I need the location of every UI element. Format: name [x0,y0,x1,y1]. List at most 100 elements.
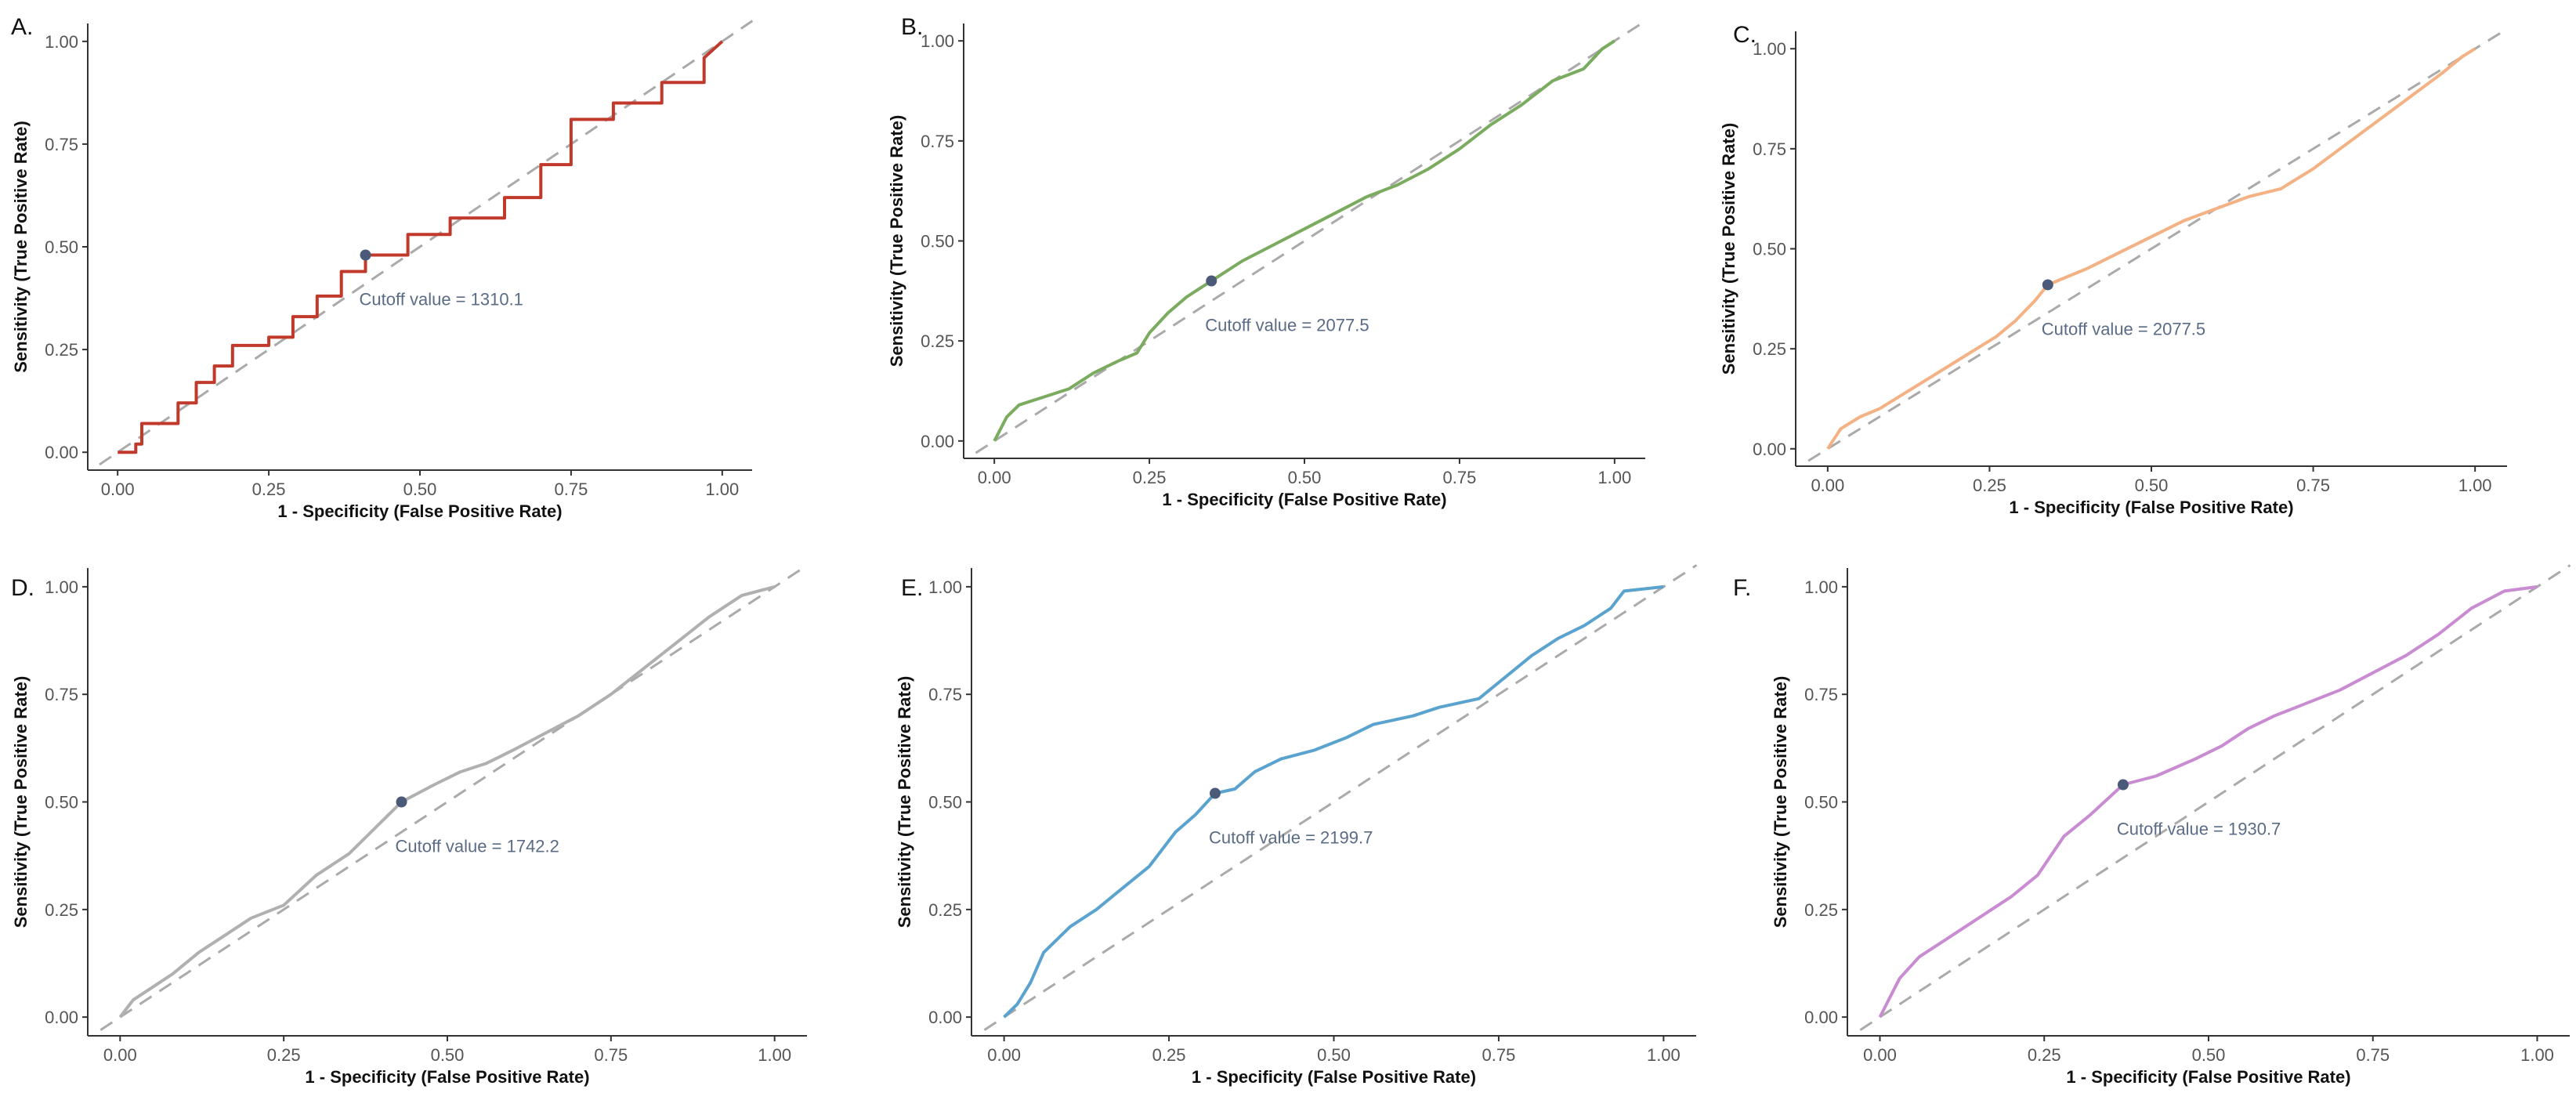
x-tick-label: 0.25 [1133,468,1167,487]
x-tick-label: 0.50 [1288,468,1322,487]
y-tick-label: 0.00 [1804,1008,1838,1027]
y-tick-label: 1.00 [45,32,78,52]
cutoff-label: Cutoff value = 1742.2 [396,837,559,856]
roc-panel-5: E. 0.00 0.25 0.50 0.75 1.00 0.00 0.25 0.50 0.75 1.… [895,564,1698,1087]
x-tick-label: 0.75 [594,1045,628,1065]
x-axis-title: 1 - Specificity (False Positive Rate) [2009,498,2293,517]
y-tick-label: 0.75 [45,135,78,154]
roc-panel-1: A. 0.00 0.25 0.50 0.75 1.00 0.00 0.25 0.50 0.75 1.… [11,14,754,521]
y-tick-label: 0.50 [921,232,954,252]
y-tick-label: 0.75 [45,685,78,704]
x-tick-label: 0.75 [555,480,588,499]
x-tick-label: 0.25 [1152,1045,1186,1065]
cutoff-point [2042,279,2053,291]
x-tick-label: 0.50 [431,1045,465,1065]
roc-panel-4: D. 0.00 0.25 0.50 0.75 1.00 0.00 0.25 0.50 0.75 1.… [11,564,809,1087]
panel-label: B. [901,14,923,40]
y-tick-label: 0.75 [1804,685,1838,704]
y-tick-label: 0.50 [928,793,962,813]
x-tick-label: 0.00 [987,1045,1021,1065]
y-tick-label: 1.00 [1753,39,1786,59]
diagonal-reference-line [1859,564,2571,1031]
y-tick-label: 0.75 [921,132,954,151]
x-axis-title: 1 - Specificity (False Positive Rate) [2066,1067,2350,1087]
y-tick-label: 0.25 [45,900,78,920]
x-tick-label: 0.00 [103,1045,137,1065]
x-tick-label: 1.00 [1647,1045,1681,1065]
cutoff-point [360,249,371,261]
x-tick-label: 0.25 [267,1045,301,1065]
y-axis-title: Sensitivity (True Positive Rate) [1771,676,1790,928]
y-tick-label: 0.25 [928,900,962,920]
x-tick-label: 0.75 [1443,468,1477,487]
cutoff-label: Cutoff value = 1930.7 [2117,820,2281,839]
roc-curve [118,40,724,454]
x-tick-label: 0.00 [978,468,1011,487]
roc-panel-2: B. 0.00 0.25 0.50 0.75 1.00 0.00 0.25 0.50 0.75 1.… [887,14,1647,509]
diagonal-reference-line [983,564,1698,1031]
y-tick-label: 0.50 [1804,793,1838,813]
x-tick-label: 0.50 [2135,476,2169,495]
y-tick-label: 1.00 [921,31,954,51]
y-axis-title: Sensitivity (True Positive Rate) [11,676,31,928]
cutoff-point [1206,275,1217,287]
roc-curve [993,39,1615,442]
y-tick-label: 0.00 [921,432,954,451]
diagonal-reference-line [1807,27,2509,462]
x-tick-label: 0.25 [252,480,286,499]
y-axis-title: Sensitivity (True Positive Rate) [11,121,31,373]
x-tick-label: 0.50 [2192,1045,2226,1065]
diagonal-reference-line [99,564,809,1031]
x-axis-title: 1 - Specificity (False Positive Rate) [305,1067,589,1087]
diagonal-reference-line [975,20,1647,454]
y-axis-title: Sensitivity (True Positive Rate) [895,676,914,928]
x-axis-title: 1 - Specificity (False Positive Rate) [1162,490,1446,509]
y-tick-label: 0.50 [1753,240,1786,259]
y-tick-label: 0.25 [1753,339,1786,359]
y-axis-title: Sensitivity (True Positive Rate) [887,115,906,367]
x-axis-title: 1 - Specificity (False Positive Rate) [1192,1067,1476,1087]
x-tick-label: 0.00 [1811,476,1844,495]
panel-label: C. [1733,22,1757,48]
y-tick-label: 0.00 [928,1008,962,1027]
cutoff-label: Cutoff value = 1310.1 [360,289,523,309]
cutoff-point [1209,787,1221,799]
x-tick-label: 1.00 [2520,1045,2554,1065]
y-tick-label: 0.50 [45,793,78,813]
y-tick-label: 0.25 [45,340,78,360]
panel-label: A. [11,14,33,40]
x-tick-label: 0.75 [1482,1045,1516,1065]
roc-curve [1003,585,1664,1019]
y-tick-label: 1.00 [928,577,962,597]
cutoff-label: Cutoff value = 2199.7 [1209,828,1373,848]
cutoff-label: Cutoff value = 2077.5 [2042,319,2205,338]
y-tick-label: 0.00 [45,1008,78,1027]
y-tick-label: 0.75 [928,685,962,704]
roc-curve [1878,585,2538,1019]
x-tick-label: 0.25 [2028,1045,2061,1065]
roc-curve [1826,47,2477,450]
cutoff-point [2117,779,2129,791]
x-tick-label: 0.50 [1317,1045,1351,1065]
y-tick-label: 0.25 [921,331,954,351]
roc-panel-3: C. 0.00 0.25 0.50 0.75 1.00 0.00 0.25 0.50 0.75 1.… [1719,22,2509,517]
x-tick-label: 0.00 [101,480,135,499]
x-tick-label: 1.00 [705,480,739,499]
x-tick-label: 0.25 [1973,476,2006,495]
cutoff-point [396,796,407,808]
y-tick-label: 0.25 [1804,900,1838,920]
y-tick-label: 0.50 [45,237,78,257]
y-tick-label: 1.00 [1804,577,1838,597]
panel-label: E. [901,575,923,601]
x-tick-label: 0.75 [2296,476,2330,495]
y-tick-label: 0.00 [1753,440,1786,459]
roc-panel-6: F. 0.00 0.25 0.50 0.75 1.00 0.00 0.25 0.50 0.75 1.… [1733,564,2571,1087]
x-tick-label: 0.00 [1863,1045,1897,1065]
x-tick-label: 0.50 [403,480,437,499]
x-axis-title: 1 - Specificity (False Positive Rate) [277,501,562,521]
panel-label: D. [11,575,34,601]
y-axis-title: Sensitivity (True Positive Rate) [1719,123,1738,375]
cutoff-label: Cutoff value = 2077.5 [1205,316,1369,335]
diagonal-reference-line [99,20,754,466]
